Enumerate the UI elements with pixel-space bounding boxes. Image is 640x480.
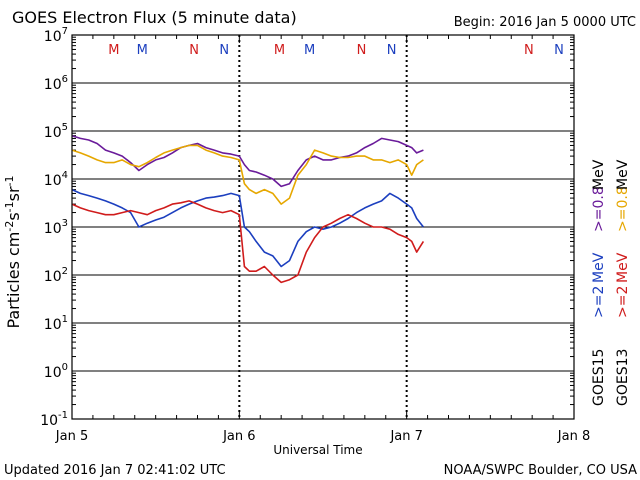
y-tick-base: 10: [44, 125, 62, 141]
y-tick-exponent: 6: [62, 74, 68, 85]
y-tick-base: 10: [40, 413, 58, 429]
y-axis-label: Particles cm-2s-1sr-1: [3, 175, 23, 328]
y-tick-exponent: 1: [62, 314, 68, 325]
y-tick-label: 107: [44, 26, 68, 45]
x-tick-label: Jan 8: [557, 429, 590, 444]
y-tick-exponent: 5: [62, 122, 68, 133]
y-tick-base: 10: [44, 365, 62, 381]
y-tick-label: 104: [44, 170, 68, 189]
y-tick-base: 10: [44, 29, 62, 45]
y-tick-base: 10: [44, 317, 62, 333]
event-marker: N: [524, 43, 534, 58]
y-label-s: s: [4, 212, 23, 220]
legend-energy-high: >=2: [591, 286, 607, 318]
x-tick-label: Jan 6: [222, 429, 255, 444]
y-label-base: Particles cm: [4, 232, 23, 329]
legend-satellite-label: GOES15: [591, 349, 607, 406]
event-marker: M: [108, 43, 119, 58]
y-tick-label: 101: [44, 314, 68, 333]
legend-energy-low: >=0.8: [615, 186, 631, 232]
y-tick-base: 10: [44, 221, 62, 237]
x-tick-label: Jan 7: [389, 429, 422, 444]
legend-satellite-label: GOES13: [615, 349, 631, 406]
y-tick-exponent: 3: [62, 218, 68, 229]
event-marker: N: [357, 43, 367, 58]
event-marker: M: [274, 43, 285, 58]
y-tick-label: 103: [44, 218, 68, 237]
x-tick-labels: Jan 5 Jan 6 Jan 7 Jan 8: [55, 35, 590, 444]
series-line-3: [71, 188, 425, 268]
legend-unit-high: MeV: [615, 252, 631, 283]
y-tick-base: 10: [44, 77, 62, 93]
plot-frame: [71, 34, 575, 420]
x-tick-label: Jan 5: [55, 429, 88, 444]
y-tick-exponent: 0: [62, 362, 68, 373]
event-marker: M: [137, 43, 148, 58]
y-tick-label: 106: [44, 74, 68, 93]
y-label-exp2: -1: [3, 201, 16, 212]
y-tick-label: 102: [44, 266, 68, 285]
y-tick-label: 105: [44, 122, 68, 141]
y-label-exp3: -1: [3, 175, 16, 186]
legend-unit-low: MeV: [591, 159, 607, 190]
y-tick-exponent: -1: [58, 410, 68, 421]
y-tick-exponent: 4: [62, 170, 68, 181]
y-label-sr: sr: [4, 186, 23, 201]
y-tick-exponent: 7: [62, 26, 68, 37]
y-label-exp1: -2: [3, 221, 16, 232]
event-marker: N: [387, 43, 397, 58]
y-tick-label: 100: [44, 362, 68, 381]
event-marker: N: [189, 43, 199, 58]
x-axis-label: Universal Time: [273, 443, 362, 457]
series-line-4: [71, 200, 425, 284]
updated-timestamp: Updated 2016 Jan 7 02:41:02 UTC: [4, 463, 226, 478]
event-marker: N: [219, 43, 229, 58]
credit-label: NOAA/SWPC Boulder, CO USA: [444, 463, 637, 478]
begin-time-label: Begin: 2016 Jan 5 0000 UTC: [454, 15, 636, 30]
y-tick-base: 10: [44, 269, 62, 285]
legend-energy-high: >=2: [615, 286, 631, 318]
legend-energy-low: >=0.8: [591, 186, 607, 232]
event-marker: N: [554, 43, 564, 58]
y-tick-exponent: 2: [62, 266, 68, 277]
legend-unit-low: MeV: [615, 159, 631, 190]
chart-title: GOES Electron Flux (5 minute data): [12, 8, 297, 27]
y-tick-label: 10-1: [40, 410, 68, 429]
y-tick-base: 10: [44, 173, 62, 189]
legend-unit-high: MeV: [591, 252, 607, 283]
data-series: [71, 134, 425, 284]
event-marker: M: [304, 43, 315, 58]
series-line-2: [71, 144, 424, 205]
